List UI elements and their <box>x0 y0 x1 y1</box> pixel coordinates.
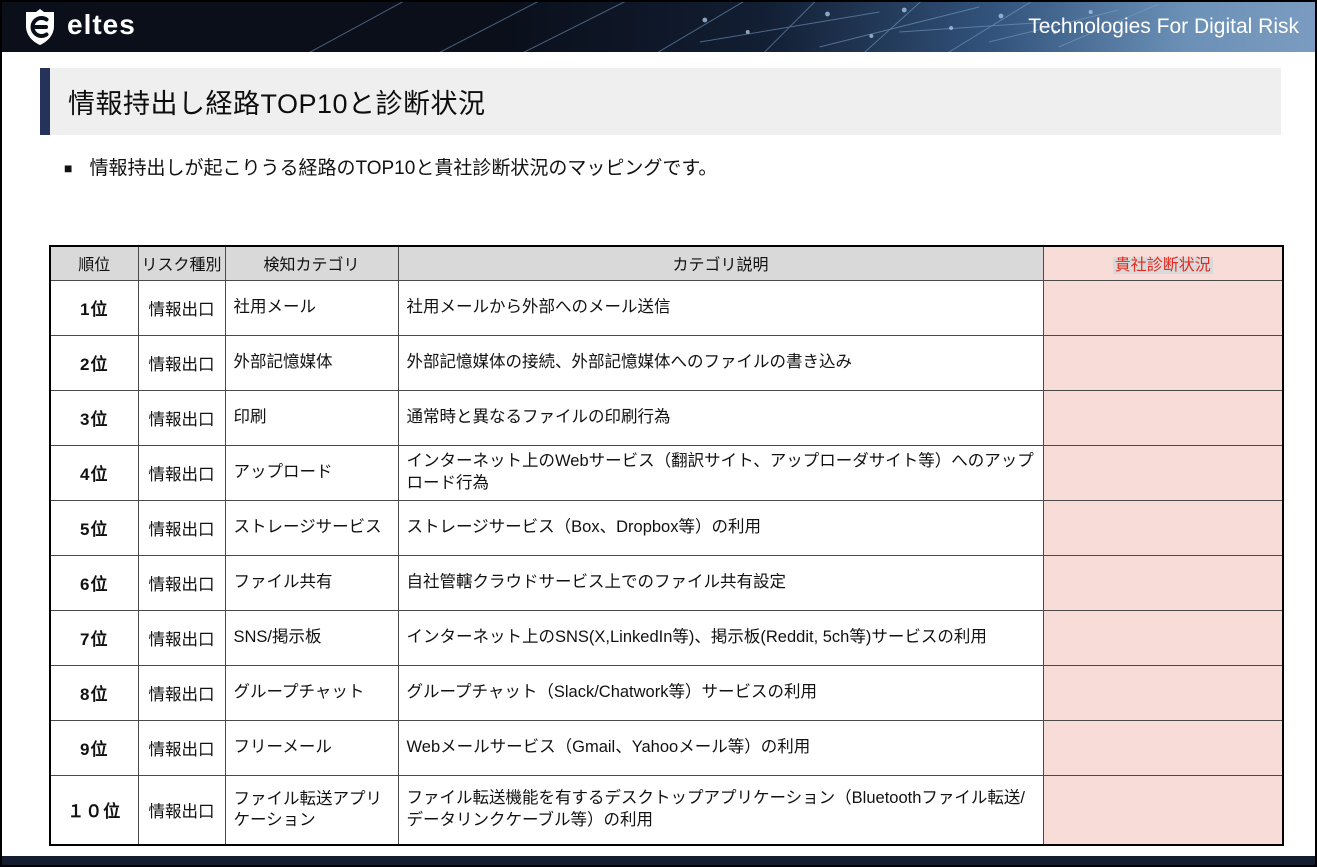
category-cell: アップロード <box>224 444 399 501</box>
rank-cell: 6位 <box>49 554 139 611</box>
col-header-status-label: 貴社診断状況 <box>1112 257 1213 275</box>
col-header-risk-type: リスク種別 <box>137 245 226 281</box>
category-cell: 外部記憶媒体 <box>224 334 399 391</box>
category-cell: ファイル共有 <box>224 554 399 611</box>
logo-wordmark: eltes <box>67 9 136 40</box>
top10-table: 順位 リスク種別 検知カテゴリ カテゴリ説明 貴社診断状況 1位 情報出口 社用… <box>49 245 1284 846</box>
table-row: 9位 情報出口 フリーメール Webメールサービス（Gmail、Yahooメール… <box>49 719 1284 776</box>
col-header-category: 検知カテゴリ <box>224 245 399 281</box>
description-cell: 社用メールから外部へのメール送信 <box>397 279 1044 336</box>
status-cell <box>1042 774 1284 846</box>
description-cell: グループチャット（Slack/Chatwork等）サービスの利用 <box>397 664 1044 721</box>
shield-logo-icon <box>26 9 54 45</box>
table-row: 5位 情報出口 ストレージサービス ストレージサービス（Box、Dropbox等… <box>49 499 1284 556</box>
table-row: １０位 情報出口 ファイル転送アプリケーション ファイル転送機能を有するデスクト… <box>49 774 1284 846</box>
rank-cell: 3位 <box>49 389 139 446</box>
col-header-description: カテゴリ説明 <box>397 245 1044 281</box>
description-cell: ファイル転送機能を有するデスクトップアプリケーション（Bluetoothファイル… <box>397 774 1044 846</box>
col-header-status: 貴社診断状況 <box>1042 245 1284 281</box>
risk-type-cell: 情報出口 <box>137 554 226 611</box>
rank-cell: 7位 <box>49 609 139 666</box>
risk-type-cell: 情報出口 <box>137 334 226 391</box>
intro-bullet-text: 情報持出しが起こりうる経路のTOP10と貴社診断状況のマッピングです。 <box>89 158 718 179</box>
risk-type-cell: 情報出口 <box>137 279 226 336</box>
title-band: 情報持出し経路TOP10と診断状況 <box>40 68 1281 135</box>
bottom-accent-bar <box>2 856 1315 865</box>
category-cell: 印刷 <box>224 389 399 446</box>
bullet-square-icon: ■ <box>64 159 73 176</box>
eltes-logo: eltes <box>2 7 136 47</box>
risk-type-cell: 情報出口 <box>137 499 226 556</box>
status-cell <box>1042 719 1284 776</box>
rank-cell: 9位 <box>49 719 139 776</box>
intro-bullet: ■ 情報持出しが起こりうる経路のTOP10と貴社診断状況のマッピングです。 <box>64 153 717 180</box>
table-row: 3位 情報出口 印刷 通常時と異なるファイルの印刷行為 <box>49 389 1284 446</box>
description-cell: 外部記憶媒体の接続、外部記憶媒体へのファイルの書き込み <box>397 334 1044 391</box>
description-cell: ストレージサービス（Box、Dropbox等）の利用 <box>397 499 1044 556</box>
rank-cell: 8位 <box>49 664 139 721</box>
rank-cell: 2位 <box>49 334 139 391</box>
table-row: 6位 情報出口 ファイル共有 自社管轄クラウドサービス上でのファイル共有設定 <box>49 554 1284 611</box>
description-cell: Webメールサービス（Gmail、Yahooメール等）の利用 <box>397 719 1044 776</box>
description-cell: インターネット上のSNS(X,LinkedIn等)、掲示板(Reddit, 5c… <box>397 609 1044 666</box>
category-cell: グループチャット <box>224 664 399 721</box>
status-cell <box>1042 389 1284 446</box>
rank-cell: 4位 <box>49 444 139 501</box>
title-accent-bar <box>40 68 50 135</box>
risk-type-cell: 情報出口 <box>137 609 226 666</box>
rank-cell: 1位 <box>49 279 139 336</box>
status-cell <box>1042 664 1284 721</box>
category-cell: ファイル転送アプリケーション <box>224 774 399 846</box>
risk-type-cell: 情報出口 <box>137 444 226 501</box>
col-header-rank: 順位 <box>49 245 139 281</box>
table-row: 7位 情報出口 SNS/掲示板 インターネット上のSNS(X,LinkedIn等… <box>49 609 1284 666</box>
description-cell: 通常時と異なるファイルの印刷行為 <box>397 389 1044 446</box>
category-cell: フリーメール <box>224 719 399 776</box>
description-cell: インターネット上のWebサービス（翻訳サイト、アップローダサイト等）へのアップロ… <box>397 444 1044 501</box>
category-cell: SNS/掲示板 <box>224 609 399 666</box>
risk-type-cell: 情報出口 <box>137 389 226 446</box>
risk-type-cell: 情報出口 <box>137 719 226 776</box>
status-cell <box>1042 554 1284 611</box>
page-title: 情報持出し経路TOP10と診断状況 <box>68 89 486 119</box>
top-banner: eltes Technologies For Digital Risk <box>2 2 1315 52</box>
rank-cell: 5位 <box>49 499 139 556</box>
table-header-row: 順位 リスク種別 検知カテゴリ カテゴリ説明 貴社診断状況 <box>49 245 1284 281</box>
status-cell <box>1042 499 1284 556</box>
risk-type-cell: 情報出口 <box>137 664 226 721</box>
description-cell: 自社管轄クラウドサービス上でのファイル共有設定 <box>397 554 1044 611</box>
status-cell <box>1042 609 1284 666</box>
status-cell <box>1042 334 1284 391</box>
risk-type-cell: 情報出口 <box>137 774 226 846</box>
banner-tagline: Technologies For Digital Risk <box>1028 15 1299 38</box>
table-row: 1位 情報出口 社用メール 社用メールから外部へのメール送信 <box>49 279 1284 336</box>
category-cell: ストレージサービス <box>224 499 399 556</box>
rank-cell: １０位 <box>49 774 139 846</box>
status-cell <box>1042 279 1284 336</box>
top10-table-container: 順位 リスク種別 検知カテゴリ カテゴリ説明 貴社診断状況 1位 情報出口 社用… <box>49 245 1284 846</box>
table-row: 8位 情報出口 グループチャット グループチャット（Slack/Chatwork… <box>49 664 1284 721</box>
category-cell: 社用メール <box>224 279 399 336</box>
table-row: 2位 情報出口 外部記憶媒体 外部記憶媒体の接続、外部記憶媒体へのファイルの書き… <box>49 334 1284 391</box>
status-cell <box>1042 444 1284 501</box>
table-row: 4位 情報出口 アップロード インターネット上のWebサービス（翻訳サイト、アッ… <box>49 444 1284 501</box>
